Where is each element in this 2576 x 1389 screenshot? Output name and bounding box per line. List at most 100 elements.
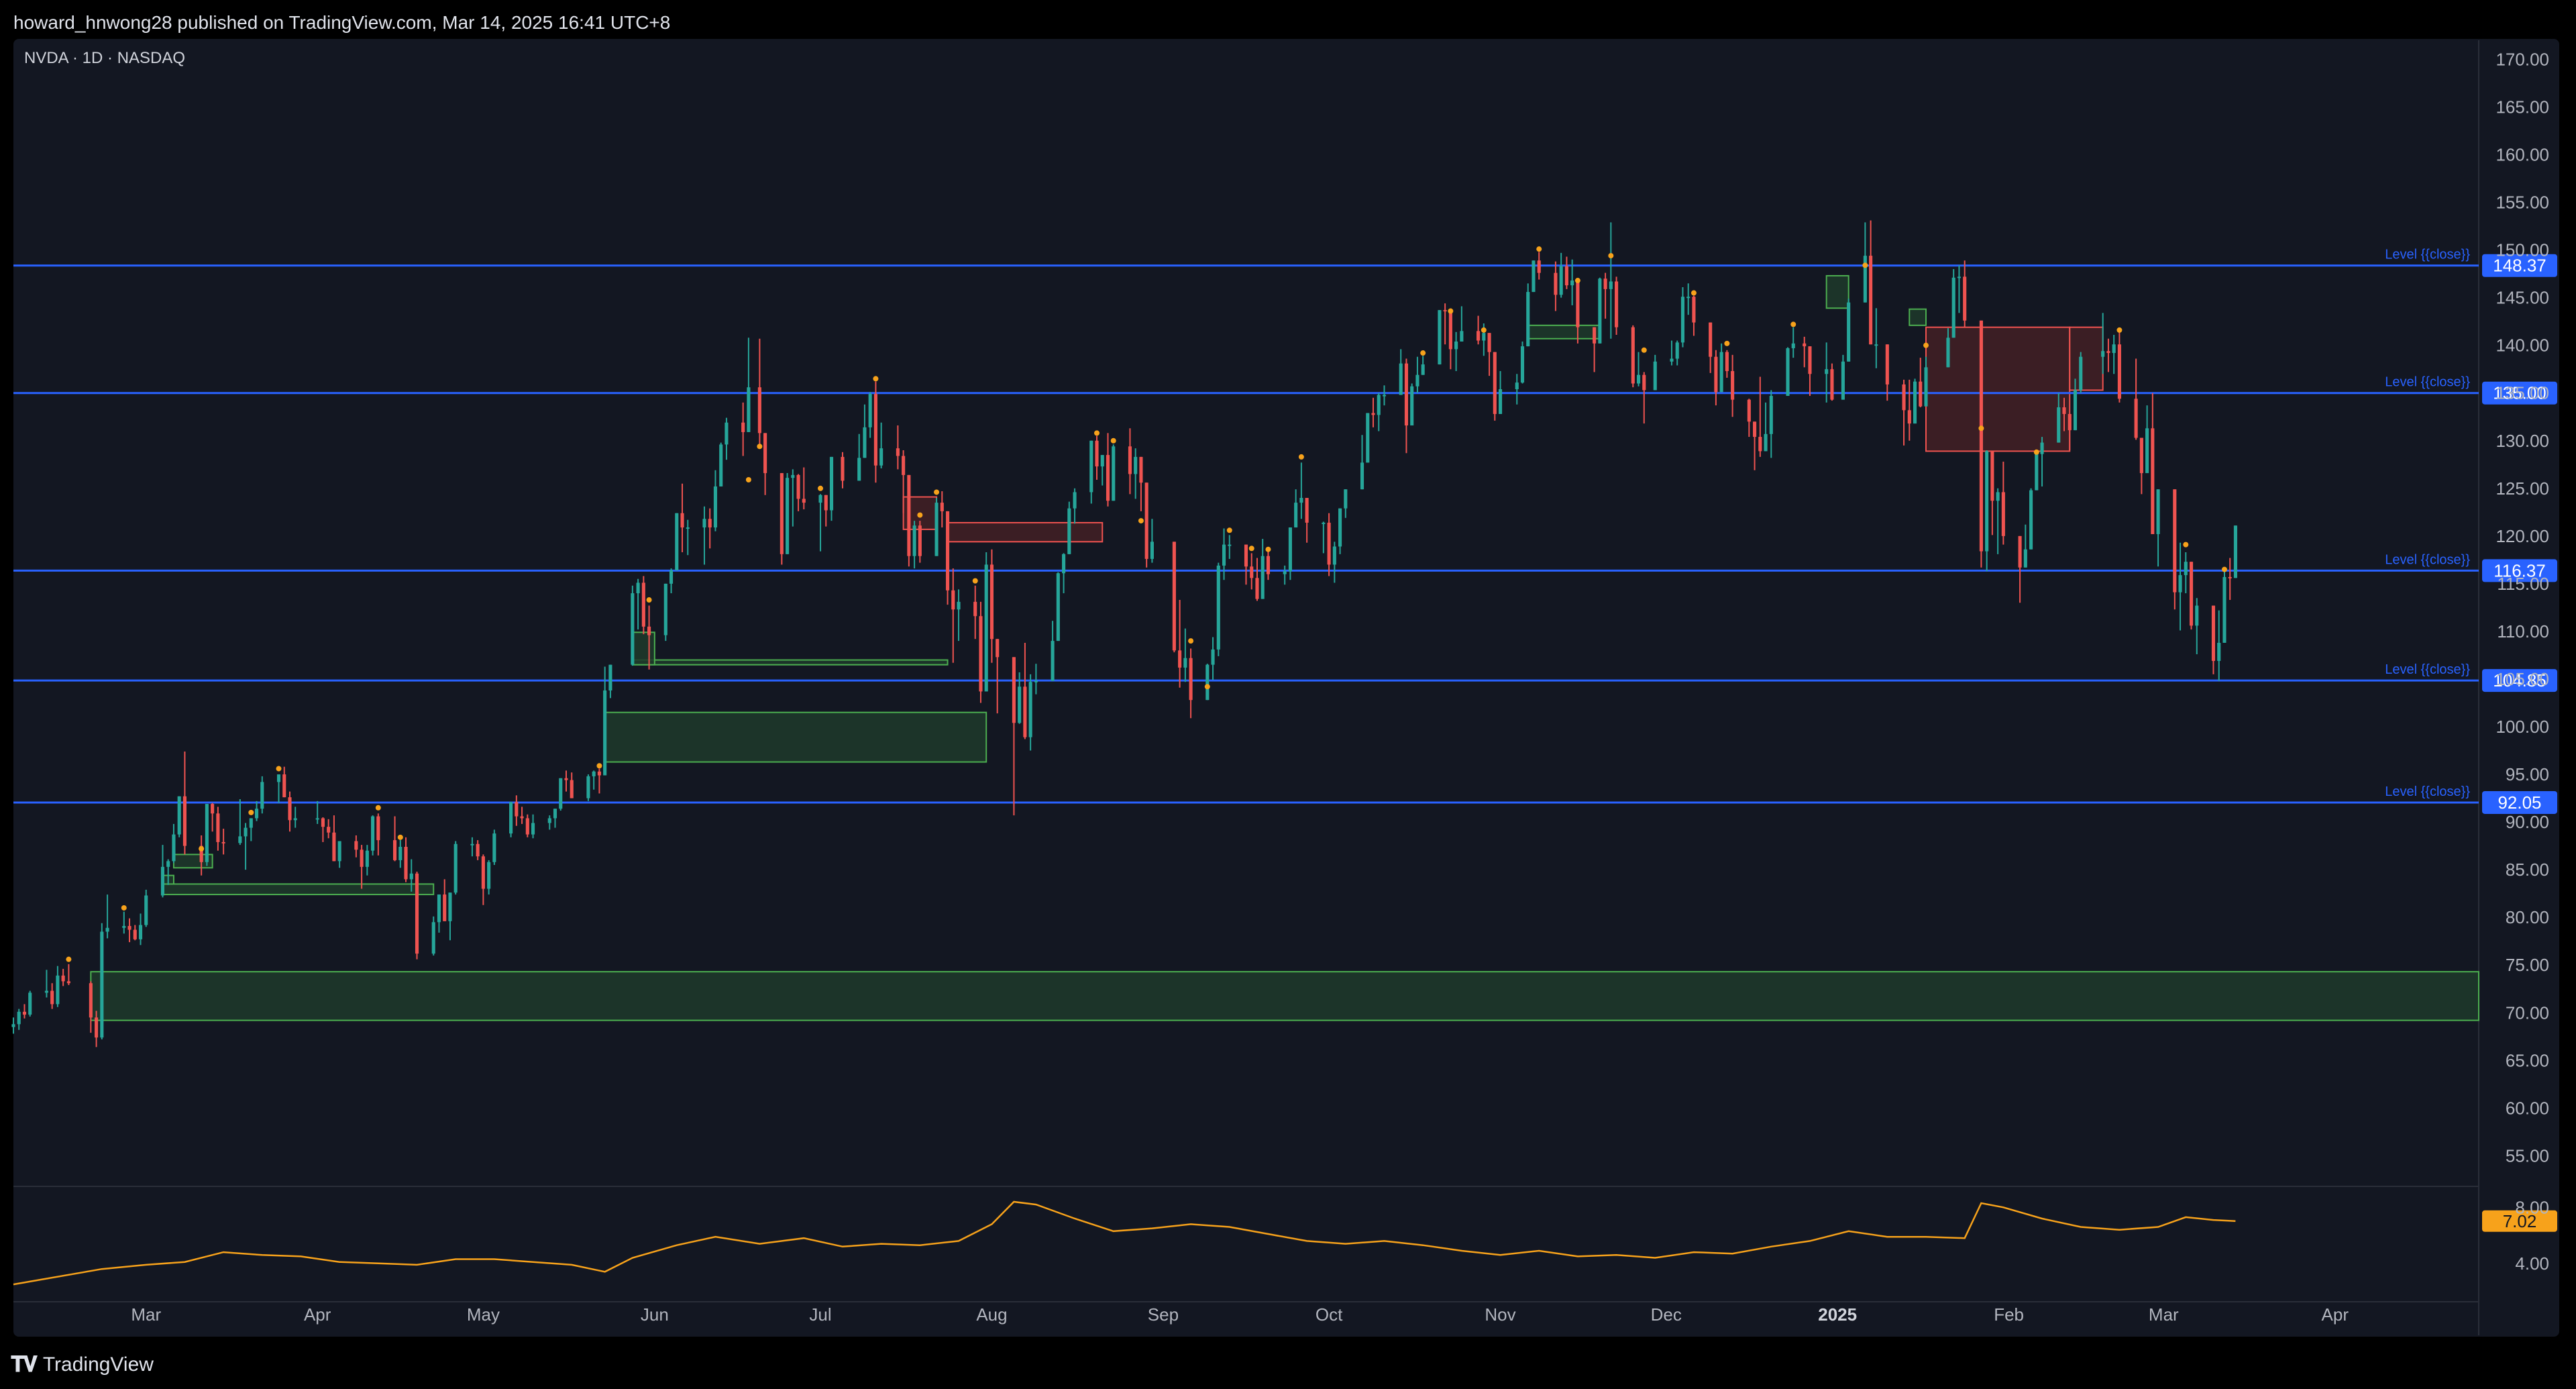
candle-body[interactable] — [1725, 352, 1729, 372]
candle-body[interactable] — [1062, 554, 1066, 574]
candle-body[interactable] — [841, 456, 845, 481]
candle-body[interactable] — [747, 387, 751, 432]
candle-body[interactable] — [1250, 566, 1254, 578]
candle-body[interactable] — [631, 593, 635, 665]
candle-body[interactable] — [1786, 348, 1790, 396]
candle-body[interactable] — [44, 990, 48, 993]
candle-body[interactable] — [138, 925, 143, 939]
candle-body[interactable] — [327, 827, 331, 833]
candle-body[interactable] — [1443, 310, 1447, 312]
candle-body[interactable] — [1747, 399, 1751, 422]
candle-body[interactable] — [431, 922, 435, 954]
candle-body[interactable] — [2040, 442, 2044, 454]
candle-body[interactable] — [100, 931, 104, 1038]
candle-body[interactable] — [1615, 281, 1619, 327]
candle-body[interactable] — [1576, 280, 1580, 327]
candle-body[interactable] — [708, 519, 712, 528]
candle-body[interactable] — [1670, 358, 1674, 362]
candle-body[interactable] — [470, 843, 474, 845]
candle-body[interactable] — [2101, 351, 2105, 357]
candle-body[interactable] — [608, 664, 612, 691]
candle-body[interactable] — [1808, 346, 1812, 374]
candle-body[interactable] — [907, 474, 911, 556]
candle-body[interactable] — [1112, 446, 1116, 501]
candle-body[interactable] — [570, 780, 574, 799]
candle-body[interactable] — [1134, 456, 1138, 474]
candle-body[interactable] — [559, 778, 563, 809]
candle-body[interactable] — [780, 473, 784, 554]
candle-body[interactable] — [1073, 492, 1077, 509]
candle-body[interactable] — [61, 975, 65, 982]
candle-body[interactable] — [315, 818, 319, 820]
candle-body[interactable] — [481, 856, 485, 889]
candle-body[interactable] — [564, 778, 568, 780]
candle-body[interactable] — [1537, 260, 1541, 273]
candle-body[interactable] — [1106, 455, 1110, 501]
candle-body[interactable] — [1990, 451, 1994, 501]
candle-body[interactable] — [492, 833, 496, 862]
candles-layer[interactable] — [11, 220, 2237, 1047]
candle-body[interactable] — [1100, 455, 1104, 467]
candle-body[interactable] — [260, 782, 264, 809]
candle-body[interactable] — [293, 818, 297, 821]
candle-body[interactable] — [360, 850, 364, 867]
candle-body[interactable] — [1709, 322, 1713, 357]
candle-body[interactable] — [50, 990, 54, 1005]
candle-body[interactable] — [205, 804, 209, 862]
footer-brand[interactable]: 𝐓𝐕 TradingView — [11, 1350, 154, 1380]
candle-body[interactable] — [1946, 338, 1950, 368]
candle-body[interactable] — [719, 444, 723, 486]
candle-body[interactable] — [392, 840, 397, 860]
candle-body[interactable] — [1680, 297, 1685, 343]
candle-body[interactable] — [1907, 410, 1911, 424]
candle-body[interactable] — [1305, 498, 1309, 523]
candle-body[interactable] — [1526, 292, 1530, 347]
candle-body[interactable] — [17, 1011, 21, 1025]
candle-body[interactable] — [1830, 369, 1834, 400]
candle-body[interactable] — [647, 626, 651, 635]
candle-body[interactable] — [1260, 556, 1265, 599]
candle-body[interactable] — [824, 495, 828, 511]
candle-body[interactable] — [1056, 573, 1060, 641]
candle-body[interactable] — [1714, 356, 1718, 393]
candle-body[interactable] — [641, 582, 645, 627]
candle-body[interactable] — [1067, 508, 1071, 554]
candle-body[interactable] — [2029, 490, 2033, 550]
candle-body[interactable] — [2018, 535, 2022, 568]
candle-body[interactable] — [1520, 346, 1525, 383]
axes-layer[interactable]: 55.00 60.00 65.00 70.00 75.00 80.00 85.00 90.00… — [131, 49, 2549, 1325]
candle-body[interactable] — [2228, 576, 2232, 578]
candle-body[interactable] — [487, 862, 491, 889]
candle-body[interactable] — [586, 776, 590, 799]
candle-body[interactable] — [1913, 381, 1917, 424]
candle-body[interactable] — [796, 474, 800, 499]
candle-body[interactable] — [2211, 605, 2216, 661]
candle-body[interactable] — [276, 774, 281, 782]
candle-body[interactable] — [1338, 508, 1342, 547]
candle-body[interactable] — [404, 847, 408, 880]
candle-body[interactable] — [802, 499, 806, 503]
candle-body[interactable] — [1051, 641, 1055, 681]
candle-body[interactable] — [520, 816, 524, 819]
candle-body[interactable] — [1593, 327, 1597, 344]
candle-body[interactable] — [2073, 390, 2078, 431]
candle-body[interactable] — [1902, 384, 1906, 411]
candle-body[interactable] — [1299, 498, 1303, 503]
candle-body[interactable] — [160, 866, 165, 896]
candle-body[interactable] — [1018, 686, 1022, 723]
candle-body[interactable] — [724, 422, 729, 445]
candle-body[interactable] — [144, 895, 148, 925]
candle-body[interactable] — [1371, 413, 1375, 415]
candle-body[interactable] — [979, 616, 983, 692]
candle-body[interactable] — [818, 495, 822, 503]
candle-body[interactable] — [2106, 351, 2110, 354]
candle-body[interactable] — [857, 458, 861, 481]
candle-body[interactable] — [177, 796, 181, 835]
candle-body[interactable] — [989, 564, 994, 639]
candle-body[interactable] — [1454, 341, 1458, 350]
candle-body[interactable] — [1205, 664, 1210, 701]
candle-body[interactable] — [1885, 344, 1889, 384]
candle-body[interactable] — [409, 873, 413, 880]
candle-body[interactable] — [829, 456, 834, 511]
